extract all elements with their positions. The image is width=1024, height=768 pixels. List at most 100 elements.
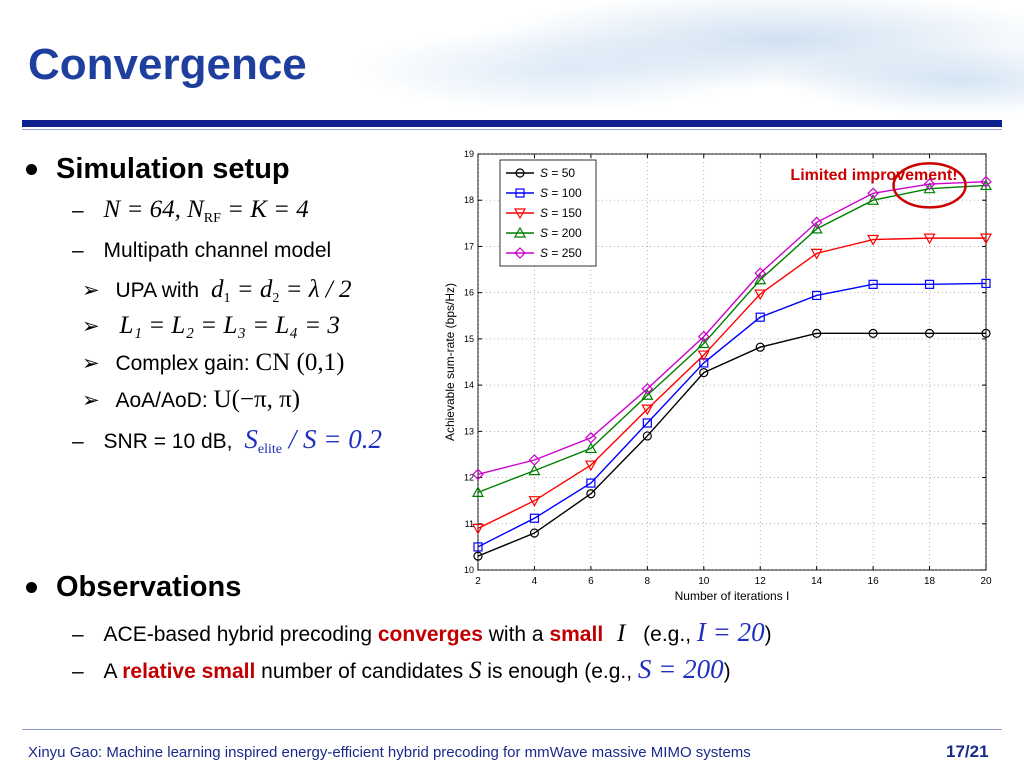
data-point-s5 bbox=[585, 431, 597, 444]
multipath-text: Multipath channel model bbox=[103, 239, 332, 262]
legend-label: S = 250 bbox=[540, 246, 582, 260]
data-point-s3 bbox=[867, 234, 880, 246]
upa-prefix: UPA with bbox=[115, 279, 200, 302]
x-tick-label: 16 bbox=[868, 576, 880, 587]
data-point-s3 bbox=[471, 523, 485, 535]
legend-label: S = 200 bbox=[540, 226, 582, 240]
data-point-s3 bbox=[697, 350, 710, 362]
legend-label: S = 150 bbox=[540, 206, 582, 220]
setup-line-gain: ➢ Complex gain: CN (0,1) bbox=[82, 349, 344, 377]
y-axis-label: Achievable sum-rate (bps/Hz) bbox=[443, 283, 457, 441]
data-point-s2 bbox=[812, 290, 822, 301]
data-point-s3 bbox=[754, 289, 767, 301]
obs1-a: ACE-based hybrid precoding bbox=[103, 623, 378, 646]
arrow-marker: ➢ bbox=[82, 315, 100, 338]
legend-label: S = 100 bbox=[540, 186, 582, 200]
data-point-s3 bbox=[979, 233, 993, 245]
gain-prefix: Complex gain: bbox=[115, 352, 250, 375]
obs2-c: number of candidates bbox=[255, 660, 469, 683]
y-tick-label: 18 bbox=[464, 195, 474, 205]
data-point-s5 bbox=[980, 175, 992, 188]
data-point-s2 bbox=[755, 312, 765, 322]
obs2-eq: S = 200 bbox=[637, 654, 724, 684]
data-point-s1 bbox=[642, 431, 652, 441]
y-tick-label: 10 bbox=[464, 565, 474, 575]
n-params-tail: = K = 4 bbox=[220, 196, 309, 223]
setup-line-snr: – SNR = 10 dB, Selite / S = 0.2 bbox=[72, 424, 382, 458]
setup-line-multipath: – Multipath channel model bbox=[72, 239, 331, 263]
bullet-dot bbox=[26, 164, 37, 175]
data-point-s4 bbox=[528, 464, 541, 476]
y-tick-label: 19 bbox=[464, 149, 474, 159]
obs-heading: Observations bbox=[56, 571, 242, 603]
title-rule-thin bbox=[22, 129, 1002, 130]
upa-tail: = λ / 2 bbox=[279, 276, 352, 303]
series-line-5 bbox=[477, 181, 987, 475]
x-axis-label: Number of iterations I bbox=[675, 589, 790, 603]
x-tick-label: 2 bbox=[475, 576, 481, 587]
setup-line-n: – N = 64, NRF = K = 4 bbox=[72, 196, 309, 227]
legend-marker bbox=[514, 247, 526, 259]
page-number: 17/21 bbox=[946, 742, 989, 761]
data-point-s3 bbox=[810, 248, 823, 260]
data-point-s5 bbox=[810, 216, 823, 229]
data-point-s2 bbox=[868, 279, 878, 289]
dash-marker: – bbox=[72, 199, 84, 222]
data-point-s1 bbox=[699, 368, 709, 378]
data-point-s2 bbox=[642, 418, 652, 428]
data-point-s3 bbox=[641, 404, 654, 416]
data-point-s1 bbox=[529, 528, 540, 538]
gain-eq: CN (0,1) bbox=[255, 349, 345, 376]
obs2-b: relative small bbox=[122, 660, 256, 683]
obs2-e: ) bbox=[723, 660, 731, 683]
dash-marker: – bbox=[72, 239, 84, 262]
setup-line-paths: ➢ L₁ = L₂ = L₃ = L₄ = 3 bbox=[82, 312, 340, 340]
x-tick-label: 4 bbox=[532, 576, 538, 587]
x-tick-label: 6 bbox=[588, 576, 594, 587]
arrow-marker: ➢ bbox=[82, 389, 100, 412]
obs1-f: ) bbox=[764, 623, 772, 646]
data-point-s3 bbox=[923, 233, 936, 245]
data-point-s1 bbox=[473, 551, 483, 561]
x-tick-label: 18 bbox=[924, 576, 936, 587]
data-point-s1 bbox=[755, 342, 765, 352]
data-point-s1 bbox=[924, 328, 935, 338]
series-line-2 bbox=[477, 282, 987, 548]
n-rf-sub: RF bbox=[203, 211, 221, 226]
data-point-s2 bbox=[981, 278, 991, 289]
upa-d2-sub: 2 bbox=[272, 291, 280, 306]
annotation-text: Limited improvement! bbox=[790, 167, 957, 184]
arrow-marker: ➢ bbox=[82, 352, 100, 375]
obs1-c: with a bbox=[482, 623, 550, 646]
upa-mid: = d bbox=[230, 276, 273, 303]
data-point-s3 bbox=[584, 460, 597, 472]
upa-d1-sub: 1 bbox=[223, 291, 231, 306]
arrow-marker: ➢ bbox=[82, 279, 100, 302]
data-point-s1 bbox=[586, 489, 596, 499]
paths-eq: L₁ = L₂ = L₃ = L₄ = 3 bbox=[119, 312, 340, 339]
snr-s: S bbox=[244, 424, 258, 454]
dash-marker: – bbox=[72, 430, 84, 453]
x-tick-label: 10 bbox=[698, 576, 710, 587]
x-tick-label: 14 bbox=[811, 576, 823, 587]
series-line-3 bbox=[477, 237, 986, 530]
annotation-circle bbox=[892, 162, 967, 209]
data-point-s5 bbox=[867, 187, 879, 200]
snr-prefix: SNR = 10 dB, bbox=[103, 430, 233, 453]
obs1-e: (e.g., bbox=[643, 623, 692, 646]
dash-marker: – bbox=[72, 623, 84, 646]
series-line-4 bbox=[477, 184, 987, 493]
y-tick-label: 14 bbox=[464, 380, 474, 390]
data-point-s4 bbox=[697, 337, 710, 349]
data-point-s4 bbox=[867, 193, 880, 205]
data-point-s4 bbox=[923, 182, 936, 194]
obs2-S: S bbox=[468, 657, 482, 684]
series-line-1 bbox=[477, 332, 986, 557]
y-tick-label: 16 bbox=[464, 288, 474, 298]
data-point-s5 bbox=[528, 454, 541, 466]
y-tick-label: 13 bbox=[464, 426, 474, 436]
n-params-eq: N = 64, N bbox=[103, 196, 204, 223]
data-point-s5 bbox=[754, 267, 767, 280]
obs1-I: I bbox=[617, 620, 626, 647]
y-tick-label: 12 bbox=[464, 473, 474, 483]
